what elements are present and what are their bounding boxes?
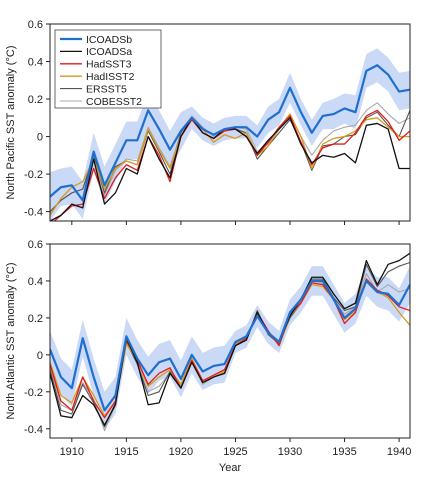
series-line-hadsst3	[53, 109, 410, 221]
x-tick-label: 1915	[114, 446, 138, 458]
x-tick-label: 1940	[387, 446, 411, 458]
y-tick-label: -0.2	[24, 169, 43, 181]
y-axis-label: North Atlantic SST anomaly (°C)	[5, 262, 17, 419]
legend-label-cobesst2: COBESST2	[86, 96, 142, 108]
series-line-hadisst2	[50, 113, 410, 216]
y-tick-label: 0.2	[28, 313, 43, 325]
legend-label-icoadsb: ICOADSb	[86, 34, 132, 46]
legend-box	[54, 29, 162, 109]
y-tick-label: 0.4	[28, 57, 43, 69]
series-line-icoadsb	[50, 279, 410, 412]
y-axis-label: North Pacific SST anomaly (°C)	[5, 46, 17, 200]
legend-label-ersst5: ERSST5	[86, 83, 127, 95]
series-line-icoadsb	[50, 64, 410, 202]
series-line-hadsst3	[50, 278, 410, 419]
legend: ICOADSbICOADSaHadSST3HadISST2ERSST5COBES…	[54, 29, 162, 109]
plot-frame	[49, 23, 411, 222]
legend-label-hadsst3: HadSST3	[86, 59, 132, 71]
series-line-icoadsa	[50, 252, 410, 426]
x-tick-label: 1925	[223, 446, 247, 458]
legend-label-hadisst2: HadISST2	[86, 71, 135, 83]
y-tick-label: 0.6	[28, 239, 43, 251]
x-tick-label: 1920	[169, 446, 193, 458]
y-tick-label: 0	[37, 350, 43, 362]
y-tick-label: -0.4	[24, 424, 43, 436]
x-tick-label: 1930	[278, 446, 302, 458]
y-tick-label: 0.6	[28, 19, 43, 31]
x-axis-label: Year	[219, 462, 242, 474]
plot-frame	[49, 243, 411, 439]
y-tick-label: 0.4	[28, 276, 43, 288]
uncertainty-band	[50, 266, 410, 429]
uncertainty-band	[50, 48, 410, 221]
y-tick-label: 0.2	[28, 94, 43, 106]
panel-1: -0.4 -0.2 0 0.2 0.4 0.6 North Pacific SST anom…	[5, 19, 411, 225]
y-tick-label: 0	[37, 132, 43, 144]
y-tick-label: -0.4	[24, 207, 43, 219]
y-tick-label: -0.2	[24, 387, 43, 399]
panel-2: -0.4 -0.2 0 0.2 0.4 0.6 1910 1915 1920 1925 1930 19…	[5, 239, 411, 474]
x-tick-label: 1910	[60, 446, 84, 458]
x-tick-label: 1935	[332, 446, 356, 458]
legend-label-icoadsa: ICOADSa	[86, 46, 132, 58]
